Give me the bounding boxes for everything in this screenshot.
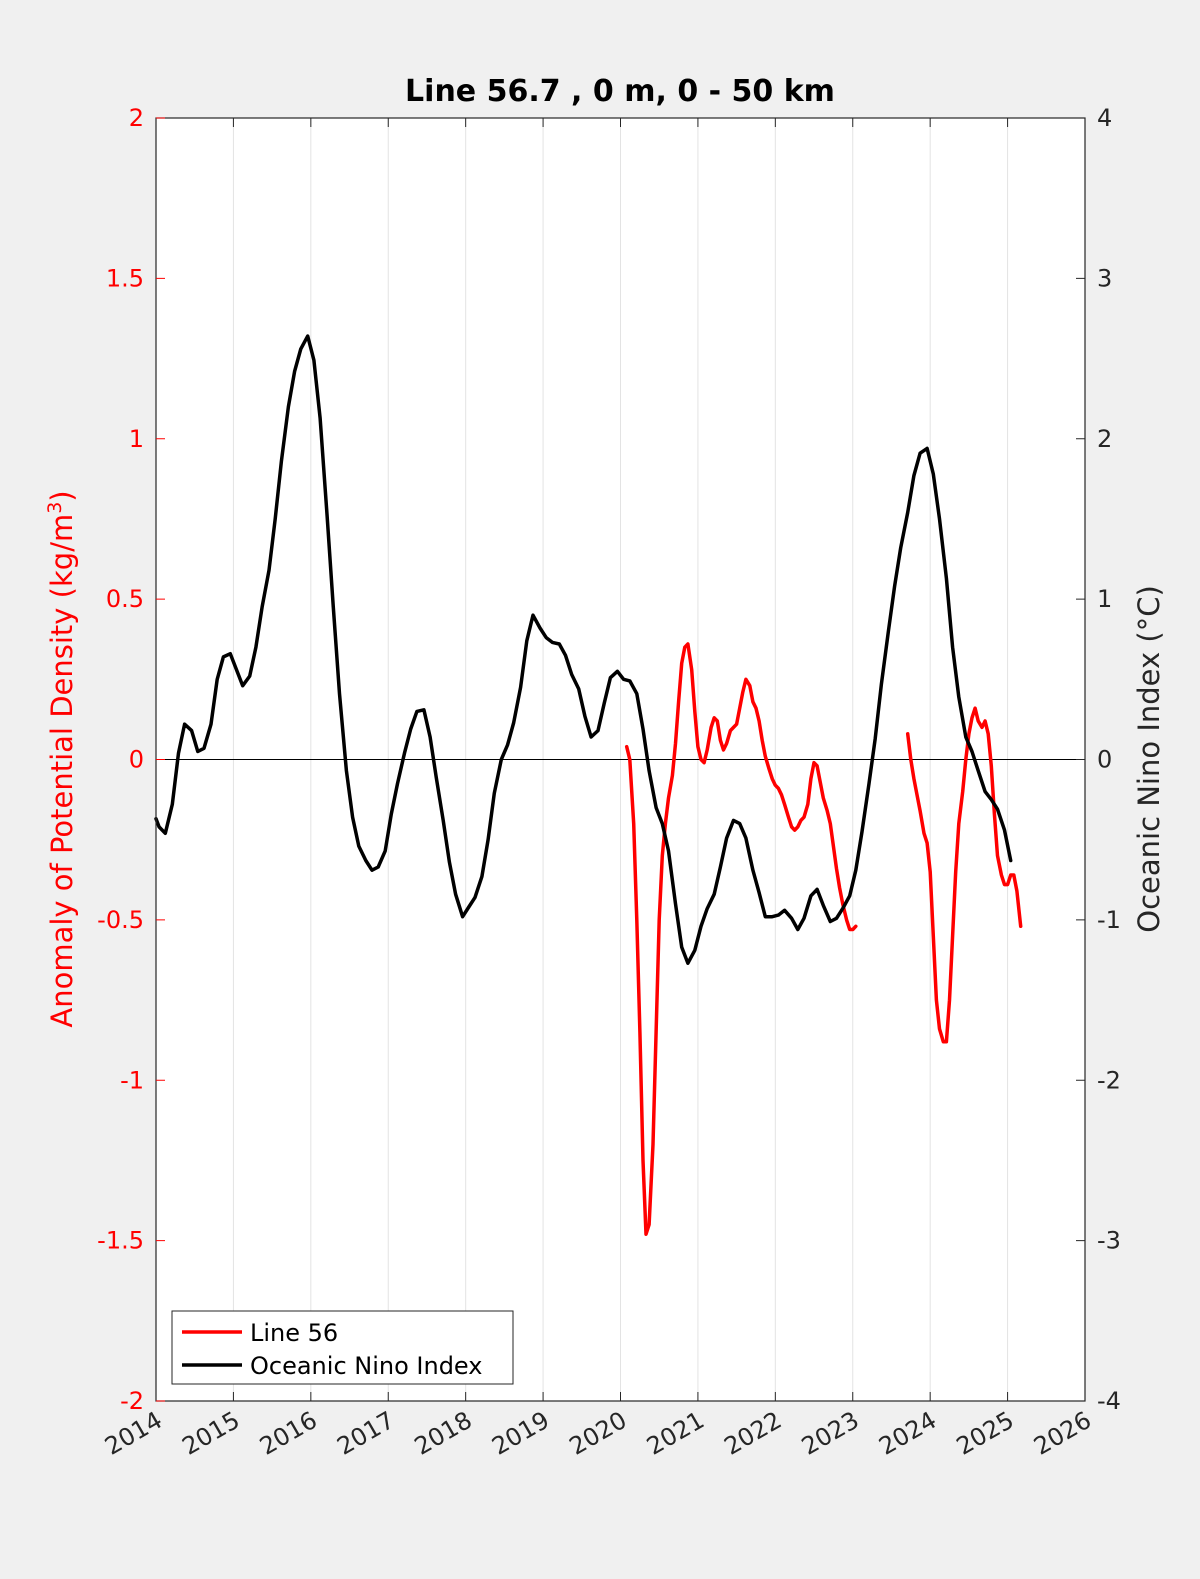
y-right-tick-label: -1 [1097, 906, 1121, 934]
y-right-tick-label: -3 [1097, 1227, 1121, 1255]
series-oni-line [154, 334, 1013, 965]
y-left-tick-label: -1.5 [97, 1227, 144, 1255]
y-right-tick-label: -2 [1097, 1066, 1121, 1094]
y-left-tick-label: 1 [129, 425, 144, 453]
y-left-tick-label: 1.5 [106, 264, 144, 292]
y-right-tick-label: 4 [1097, 104, 1112, 132]
y-left-tick-label: -2 [120, 1387, 144, 1415]
y-axis-right-label: Oceanic Nino Index (°C) [1132, 585, 1166, 933]
y-right-tick-label: 1 [1097, 585, 1112, 613]
chart-title: Line 56.7 , 0 m, 0 - 50 km [405, 74, 835, 109]
legend-label-line56: Line 56 [250, 1319, 338, 1347]
y-left-tick-label: -0.5 [97, 906, 144, 934]
y-right-tick-label: 3 [1097, 264, 1112, 292]
legend-box [171, 1310, 514, 1385]
y-right-tick-label: 0 [1097, 746, 1112, 774]
y-left-tick-label: 2 [129, 104, 144, 132]
series-line56-line [905, 706, 1023, 1044]
y-right-tick-label: -4 [1097, 1387, 1121, 1415]
y-axis-left-label: Anomaly of Potential Density (kg/m3) [44, 490, 79, 1027]
y-left-tick-label: -1 [120, 1066, 144, 1094]
legend: Line 56 Oceanic Nino Index [171, 1310, 514, 1385]
y-left-tick-label: 0 [129, 746, 144, 774]
y-right-tick-label: 2 [1097, 425, 1112, 453]
y-left-tick-label: 0.5 [106, 585, 144, 613]
legend-label-oni: Oceanic Nino Index [250, 1352, 482, 1380]
series-layer [154, 334, 1023, 1236]
